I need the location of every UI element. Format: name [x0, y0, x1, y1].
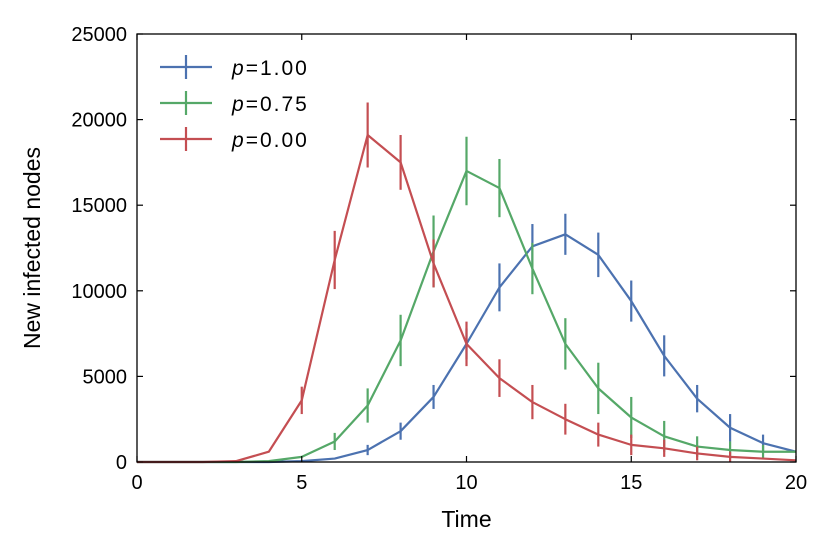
legend-label: p=0.00: [231, 129, 309, 152]
x-tick-label: 15: [620, 472, 642, 494]
y-tick-label: 20000: [71, 110, 127, 132]
y-tick-label: 5000: [83, 366, 128, 388]
y-tick-label: 25000: [71, 24, 127, 46]
legend-label: p=0.75: [231, 93, 309, 116]
series-3: [137, 102, 797, 464]
axis-ticks: [136, 33, 797, 463]
legend-label: p=1.00: [231, 57, 309, 80]
x-axis-title: Time: [441, 506, 491, 532]
y-tick-label: 0: [116, 452, 127, 474]
y-axis-title: New infected nodes: [19, 147, 45, 349]
legend: p=1.00 p=0.75 p=0.00: [160, 55, 309, 152]
x-tick-label: 0: [131, 472, 142, 494]
x-tick-label: 10: [455, 472, 477, 494]
legend-item-2: p=0.75: [160, 91, 309, 116]
legend-item-3: p=0.00: [160, 127, 309, 152]
series-line: [137, 169, 796, 464]
y-tick-label: 10000: [71, 281, 127, 303]
x-tick-label: 5: [296, 472, 307, 494]
y-tick-label: 15000: [71, 195, 127, 217]
series-2: [137, 136, 796, 464]
axis-labels: 0 5 10 15 20 0 5000 10000 15000 20000 25000: [71, 24, 807, 494]
legend-item-1: p=1.00: [160, 55, 309, 80]
x-tick-label: 20: [785, 472, 807, 494]
